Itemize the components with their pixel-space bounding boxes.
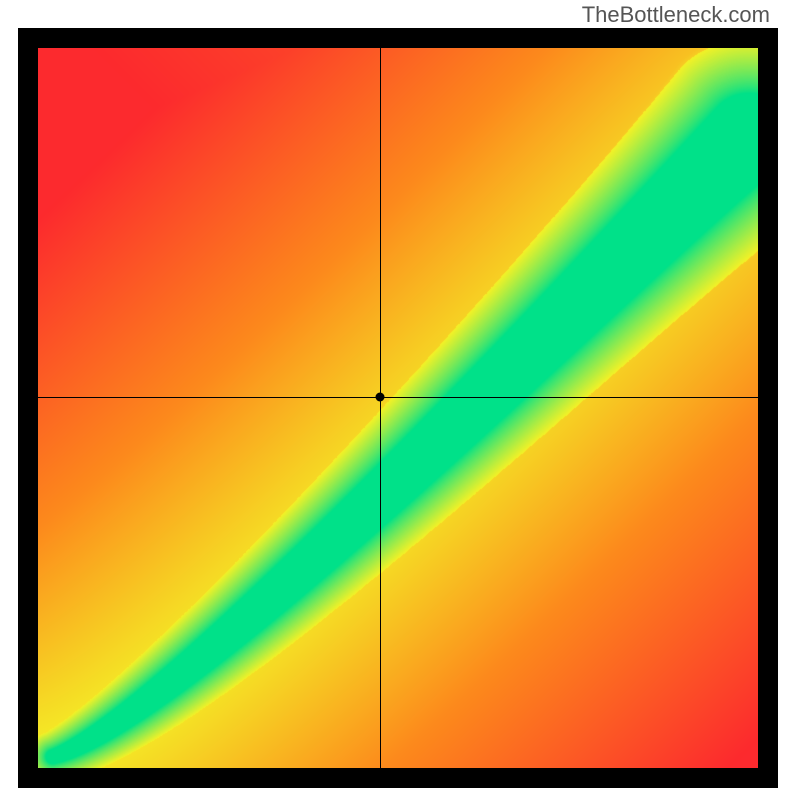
heatmap-canvas [38,48,758,768]
crosshair-horizontal [38,397,758,398]
plot-area [38,48,758,768]
watermark-text: TheBottleneck.com [582,2,770,28]
marker-dot [376,393,385,402]
crosshair-vertical [380,48,381,768]
chart-frame [18,28,778,788]
root-container: TheBottleneck.com [0,0,800,800]
